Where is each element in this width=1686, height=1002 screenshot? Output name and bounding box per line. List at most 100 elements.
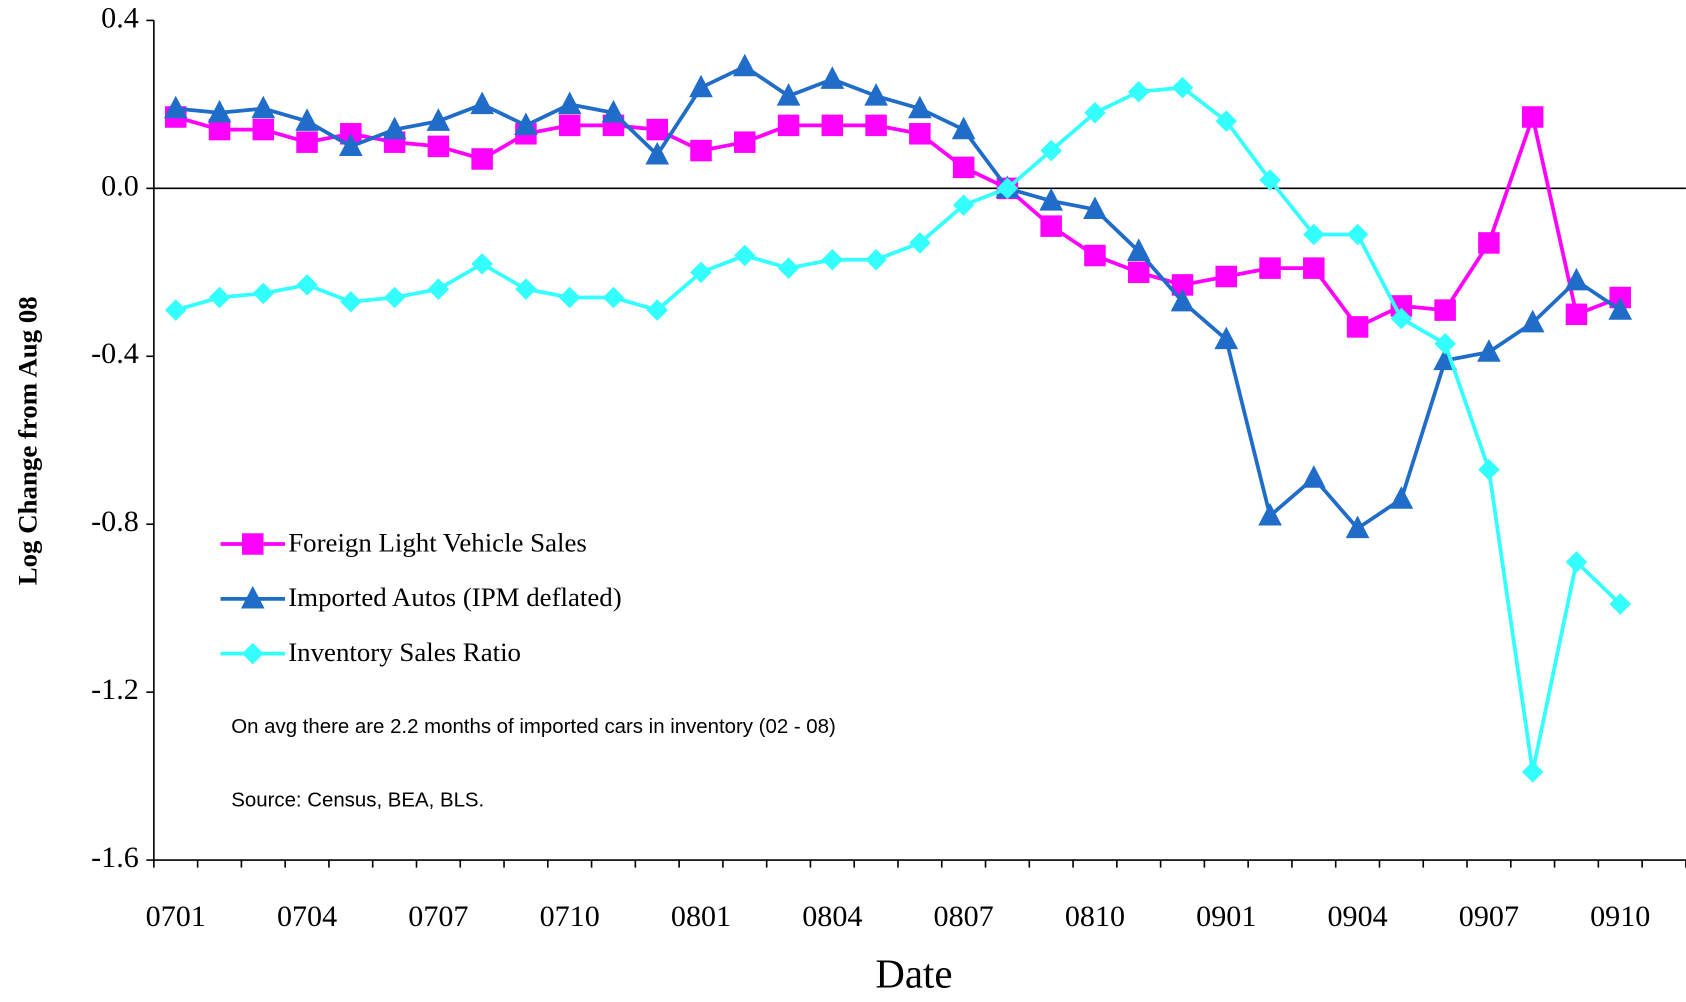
x-tick-label: 0704 xyxy=(277,899,337,933)
legend-label: Inventory Sales Ratio xyxy=(288,637,521,667)
annotation: On avg there are 2.2 months of imported … xyxy=(231,716,836,738)
data-point xyxy=(295,108,319,131)
data-point xyxy=(1389,486,1414,509)
data-point xyxy=(427,278,450,300)
data-point xyxy=(1301,465,1326,488)
data-point xyxy=(252,118,275,141)
legend-marker xyxy=(242,642,264,665)
data-point xyxy=(426,108,451,131)
data-point xyxy=(1390,307,1413,330)
y-tick-label: -1.2 xyxy=(91,672,139,706)
data-point xyxy=(1434,299,1456,321)
data-point xyxy=(732,53,757,77)
data-point xyxy=(1520,309,1545,333)
data-point xyxy=(382,116,407,140)
data-point xyxy=(1127,261,1150,284)
data-point xyxy=(470,91,494,115)
data-point xyxy=(602,286,625,309)
data-point xyxy=(558,286,581,309)
data-point xyxy=(557,91,582,115)
data-point xyxy=(383,286,406,309)
data-point xyxy=(296,131,318,153)
data-point xyxy=(601,99,626,123)
data-point xyxy=(427,135,450,158)
data-point xyxy=(996,177,1019,200)
data-point xyxy=(515,278,537,300)
data-point xyxy=(1608,297,1633,320)
data-point xyxy=(1303,257,1325,279)
data-point xyxy=(865,248,887,271)
data-point xyxy=(208,118,231,141)
x-tick-label: 0907 xyxy=(1459,899,1519,933)
data-point xyxy=(909,232,931,254)
data-point xyxy=(1564,267,1589,291)
data-point xyxy=(951,116,976,140)
data-point xyxy=(908,95,932,119)
data-point xyxy=(645,141,670,165)
y-tick-label: -0.4 xyxy=(91,336,139,370)
data-point xyxy=(1478,458,1500,481)
series-line xyxy=(175,85,1622,773)
data-point xyxy=(865,114,887,137)
data-point xyxy=(1346,223,1369,246)
data-point xyxy=(776,83,801,106)
data-point xyxy=(690,261,712,284)
data-point xyxy=(821,248,844,271)
x-tick-label: 0801 xyxy=(671,899,731,933)
data-point xyxy=(1478,232,1500,254)
data-point xyxy=(1259,257,1281,279)
data-point xyxy=(909,123,931,145)
x-tick-label: 0810 xyxy=(1065,899,1125,933)
data-point xyxy=(1521,761,1544,783)
data-point xyxy=(1258,502,1282,526)
legend-marker xyxy=(240,585,265,609)
data-point xyxy=(1040,215,1062,237)
y-tick-label: 0.4 xyxy=(101,0,139,34)
data-point xyxy=(1565,303,1588,326)
data-point xyxy=(208,286,231,309)
data-point xyxy=(514,112,538,136)
series-line xyxy=(175,110,1621,330)
y-axis-title: Log Change from Aug 08 xyxy=(12,296,42,585)
x-tick-label: 0710 xyxy=(540,899,600,933)
data-point xyxy=(646,118,668,141)
data-point xyxy=(558,114,581,137)
data-point xyxy=(820,66,845,89)
data-point xyxy=(1171,76,1194,99)
annotation: Source: Census, BEA, BLS. xyxy=(231,789,484,811)
data-point xyxy=(1477,339,1501,362)
data-point xyxy=(163,95,188,119)
y-tick-label: -1.6 xyxy=(91,840,139,874)
data-point xyxy=(690,139,712,162)
x-tick-label: 0707 xyxy=(408,899,468,933)
data-point xyxy=(252,282,275,305)
data-point xyxy=(646,299,668,321)
data-point xyxy=(251,95,276,119)
data-point xyxy=(1084,102,1106,124)
data-point xyxy=(340,290,362,313)
data-point xyxy=(1214,326,1239,350)
data-point xyxy=(1126,238,1151,262)
series-line xyxy=(175,64,1622,531)
data-point xyxy=(952,156,975,179)
x-tick-label: 0701 xyxy=(146,899,206,933)
data-point xyxy=(164,299,187,321)
data-point xyxy=(1609,593,1631,615)
data-point xyxy=(864,83,888,106)
data-point xyxy=(1083,196,1107,220)
data-point xyxy=(471,253,493,275)
legend-label: Foreign Light Vehicle Sales xyxy=(288,527,587,557)
data-point xyxy=(296,274,318,296)
y-tick-label: -0.8 xyxy=(91,504,139,538)
x-axis-title: Date xyxy=(875,952,952,997)
y-tick-label: 0.0 xyxy=(101,168,139,202)
data-point xyxy=(734,131,756,153)
data-point xyxy=(1259,169,1281,191)
data-point xyxy=(1039,188,1064,211)
data-point xyxy=(1345,515,1370,539)
data-point xyxy=(1127,81,1150,103)
data-point xyxy=(1084,244,1106,267)
data-point xyxy=(689,74,713,98)
legend-marker xyxy=(242,533,264,555)
data-point xyxy=(1346,316,1369,338)
